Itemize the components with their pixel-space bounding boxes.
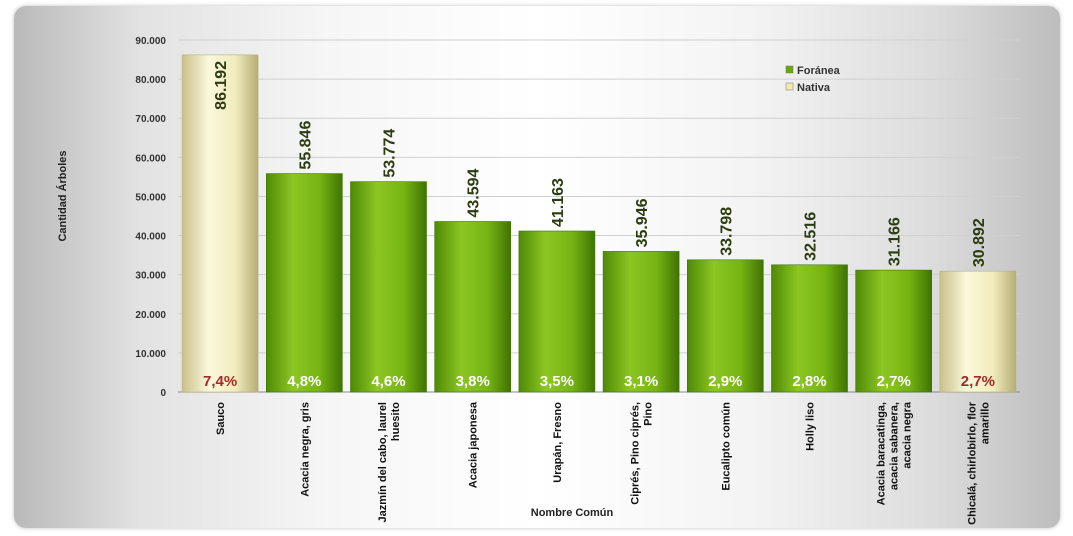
value-label: 30.892 xyxy=(971,218,988,267)
bar xyxy=(265,173,343,393)
category-label: Eucalipto común xyxy=(720,402,732,491)
category-label: Holly liso xyxy=(805,402,817,451)
legend-swatch xyxy=(785,82,794,91)
bar xyxy=(518,230,596,393)
category-label: Acacia negra, gris xyxy=(299,402,311,497)
legend-swatch xyxy=(785,65,794,74)
y-tick-label: 40.000 xyxy=(135,232,166,243)
legend: Foránea Nativa xyxy=(785,65,841,94)
percent-label: 7,4% xyxy=(203,373,237,390)
y-axis-ticks: 0 10.000 20.000 30.000 40.000 50.000 60.000 70.… xyxy=(135,36,166,399)
bar xyxy=(181,54,259,393)
category-label-line: Acacia negra, gris xyxy=(299,402,311,497)
percent-label: 2,7% xyxy=(961,373,995,390)
percent-labels: 7,4% 4,8% 4,6% 3,8% 3,5% 3,1% 2,9% 2,8% 2,7% 2,7% xyxy=(203,373,995,390)
value-label: 33.798 xyxy=(718,207,735,256)
value-label: 41.163 xyxy=(550,178,567,227)
percent-label: 4,6% xyxy=(371,373,405,390)
y-tick-label: 90.000 xyxy=(135,36,166,47)
category-label-line: Acacia japonesa xyxy=(468,401,480,488)
bar xyxy=(602,251,680,393)
category-label-line: huesito xyxy=(390,402,402,441)
legend-label: Nativa xyxy=(797,82,831,94)
category-label-line: acacia sabanera, xyxy=(889,402,901,490)
y-tick-label: 20.000 xyxy=(135,310,166,321)
category-label-line: Jazmín del cabo, laurel xyxy=(377,402,389,522)
category-label-line: amarillo xyxy=(979,402,991,444)
category-label-line: Urapán, Fresno xyxy=(552,402,564,483)
bar xyxy=(855,269,933,393)
y-tick-label: 80.000 xyxy=(135,75,166,86)
percent-label: 3,1% xyxy=(624,373,658,390)
category-label: Acacia baracatinga, acacia sabanera, acaci… xyxy=(876,401,914,505)
bar xyxy=(771,264,848,393)
percent-label: 2,9% xyxy=(708,373,742,390)
percent-label: 2,7% xyxy=(877,373,911,390)
category-label-line: Eucalipto común xyxy=(720,402,732,491)
bar xyxy=(686,259,764,393)
y-axis-label: Cantidad Árboles xyxy=(56,150,69,241)
legend-label: Foránea xyxy=(797,65,841,77)
category-label-line: acacia negra xyxy=(902,401,914,469)
category-label: Ciprés, Pino ciprés, Pino xyxy=(630,402,655,505)
value-label: 55.846 xyxy=(297,121,314,170)
percent-label: 4,8% xyxy=(287,373,321,390)
category-label-line: Holly liso xyxy=(805,402,817,451)
category-label: Urapán, Fresno xyxy=(552,402,564,483)
category-label-line: Chicalá, chirlobirlo, flor xyxy=(966,401,978,525)
bar xyxy=(350,181,427,393)
value-label: 32.516 xyxy=(803,212,820,261)
percent-label: 3,5% xyxy=(540,373,574,390)
value-label: 53.774 xyxy=(382,129,399,178)
value-label: 35.946 xyxy=(634,198,651,247)
percent-label: 3,8% xyxy=(456,373,490,390)
y-tick-label: 50.000 xyxy=(135,192,166,203)
category-labels: Sauco Acacia negra, gris Jazmín del cabo, … xyxy=(215,401,991,525)
category-label: Jazmín del cabo, laurel huesito xyxy=(377,402,402,523)
bar xyxy=(434,221,512,393)
y-tick-label: 30.000 xyxy=(135,271,166,282)
category-label: Chicalá, chirlobirlo, flor amarillo xyxy=(966,401,991,525)
percent-label: 2,8% xyxy=(792,373,826,390)
y-tick-label: 60.000 xyxy=(135,153,166,164)
y-tick-label: 10.000 xyxy=(135,349,166,360)
y-tick-label: 70.000 xyxy=(135,114,166,125)
category-label: Acacia japonesa xyxy=(468,401,480,488)
y-tick-label: 0 xyxy=(160,388,166,399)
category-label-line: Ciprés, Pino ciprés, xyxy=(630,402,642,505)
value-labels: 86.192 55.846 53.774 43.594 41.163 35.946 33.7… xyxy=(213,61,988,267)
value-label: 86.192 xyxy=(213,61,230,110)
bar xyxy=(939,270,1017,393)
category-label-line: Acacia baracatinga, xyxy=(876,402,888,505)
category-label-line: Sauco xyxy=(215,402,227,435)
bars xyxy=(181,54,1017,393)
value-label: 43.594 xyxy=(466,168,483,217)
x-axis-label: Nombre Común xyxy=(531,507,614,519)
category-label-line: Pino xyxy=(643,402,655,426)
category-label: Sauco xyxy=(215,402,227,435)
value-label: 31.166 xyxy=(887,217,904,266)
